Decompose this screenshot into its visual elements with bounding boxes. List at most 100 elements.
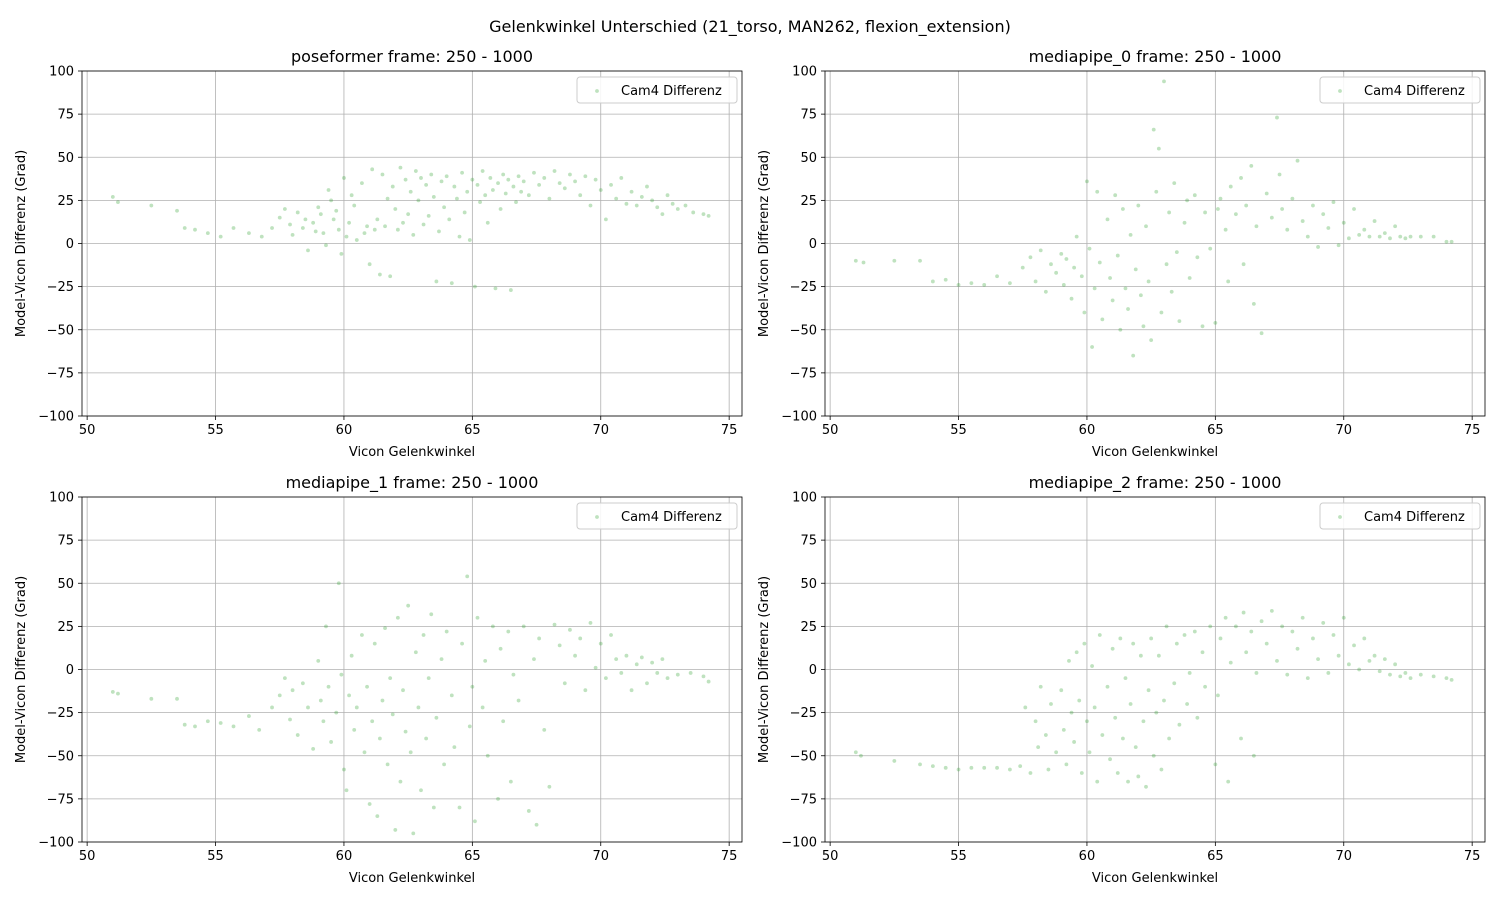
data-point [1123,676,1128,681]
data-point [313,229,318,234]
data-point [300,681,305,686]
data-point [493,286,498,291]
data-point [303,217,308,222]
data-point [1095,189,1100,194]
data-point [437,229,441,234]
data-point [892,759,897,763]
data-point [552,169,557,173]
data-point [295,210,300,215]
data-point [1346,236,1351,241]
data-point [1054,750,1059,755]
data-point [1331,633,1336,637]
data-point [943,277,948,282]
x-tick-label: 65 [1207,423,1224,438]
legend: Cam4 Differenz [576,76,738,104]
data-point [521,624,526,629]
data-point [1336,243,1341,248]
data-point [182,226,187,230]
x-tick-label: 60 [336,423,353,438]
data-point [431,195,436,199]
data-point [1269,608,1274,613]
data-point [439,179,444,184]
x-tick-label: 55 [950,849,967,864]
data-point [930,279,935,284]
figure-suptitle: Gelenkwinkel Unterschied (21_torso, MAN2… [489,17,1011,37]
data-point [290,232,295,237]
data-point [480,705,485,710]
y-tick-label: 75 [57,108,74,123]
data-point [1097,633,1102,637]
data-point [1254,671,1259,675]
subplot-4: 50 55 60 65 70 75 −100 −75 −50 −25 0 25 50 75 100 media… [757,473,1486,886]
data-point [1321,621,1326,625]
data-point [1162,79,1166,84]
x-tick-label: 55 [207,423,224,438]
data-point [1105,684,1110,689]
y-tick-label: 0 [66,237,74,252]
data-point [383,224,387,229]
data-point [547,784,552,789]
data-point [449,693,454,698]
data-point [277,693,282,698]
data-point [583,688,588,693]
data-point [326,684,331,689]
data-point [1167,210,1172,215]
data-point [316,205,321,210]
data-point [424,182,429,187]
y-tick-label: 0 [809,237,817,252]
data-point [675,672,680,677]
subplot-grid: 50 55 60 65 70 75 −100 −75 −50 −25 0 25 50 75 100 posef… [14,47,1486,886]
data-point [1187,276,1192,280]
y-tick-label: 100 [49,65,74,80]
data-point [1275,658,1279,663]
data-point [511,672,516,677]
data-point [1259,331,1264,336]
data-point [578,193,583,198]
y-tick-label: −50 [790,749,817,764]
data-point [1208,624,1213,629]
legend: Cam4 Differenz [1319,76,1481,104]
data-point [1020,265,1025,270]
x-tick-label: 75 [1464,849,1481,864]
data-point [1233,624,1238,629]
data-point [398,165,403,170]
data-point [1038,248,1043,253]
data-point [1095,779,1100,784]
data-point [483,193,488,198]
data-point [1144,784,1148,789]
data-point [1393,224,1398,229]
subplot-title: mediapipe_1 frame: 250 - 1000 [286,473,539,493]
data-point [1110,646,1115,651]
data-point [501,172,506,177]
data-point [1126,779,1130,784]
data-point [861,260,866,265]
y-tick-label: −100 [38,410,74,425]
subplot-2: 50 55 60 65 70 75 −100 −75 −50 −25 0 25 50 75 100 media… [757,47,1486,460]
data-point [660,657,665,662]
data-point [1305,234,1310,239]
data-point [403,729,408,734]
data-point [1208,246,1213,251]
data-point [416,705,421,710]
data-point [1156,653,1161,658]
data-point [1156,146,1161,151]
data-point [231,724,236,729]
data-point [1090,345,1094,349]
data-point [588,621,593,625]
data-point [277,215,282,220]
data-point [205,719,210,724]
data-point [1393,662,1398,667]
data-point [639,655,644,660]
data-point [460,641,464,646]
data-point [449,281,454,286]
y-axis-label: Model-Vicon Differenz (Grad) [14,150,29,337]
y-tick-label: 50 [800,151,817,166]
data-point [614,196,619,201]
data-point [362,750,367,755]
data-point [452,745,457,750]
data-point [462,210,467,215]
data-point [336,227,341,232]
data-point [1408,234,1413,239]
data-point [300,226,305,230]
y-tick-label: 25 [800,194,817,209]
